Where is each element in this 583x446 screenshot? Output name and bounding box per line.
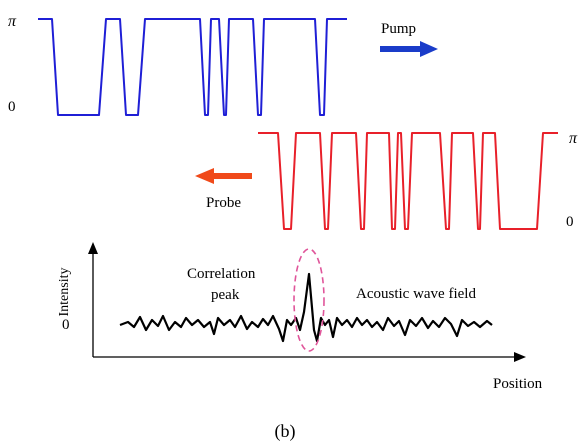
probe-pi-label: π (569, 130, 578, 147)
probe-zero-label: 0 (566, 214, 574, 230)
correlation-label-line1: Correlation (187, 266, 256, 282)
probe-arrow (195, 168, 252, 184)
acoustic-wave-trace (119, 272, 493, 343)
figure-caption: (b) (275, 421, 296, 442)
correlation-peak-ellipse (293, 248, 325, 352)
intensity-zero-label: 0 (62, 317, 70, 333)
pump-zero-label: 0 (8, 99, 16, 115)
pump-label: Pump (381, 21, 416, 37)
pump-arrow (380, 41, 438, 57)
pump-pi-label: π (8, 13, 17, 30)
position-axis-label: Position (493, 376, 543, 392)
intensity-axes (88, 242, 526, 362)
intensity-axis-label: Intensity (57, 268, 72, 317)
probe-label: Probe (206, 195, 241, 211)
probe-phase-waveform (258, 132, 558, 230)
correlation-label-line2: peak (211, 287, 240, 303)
acoustic-field-label: Acoustic wave field (356, 286, 476, 302)
pump-phase-waveform (38, 18, 347, 116)
